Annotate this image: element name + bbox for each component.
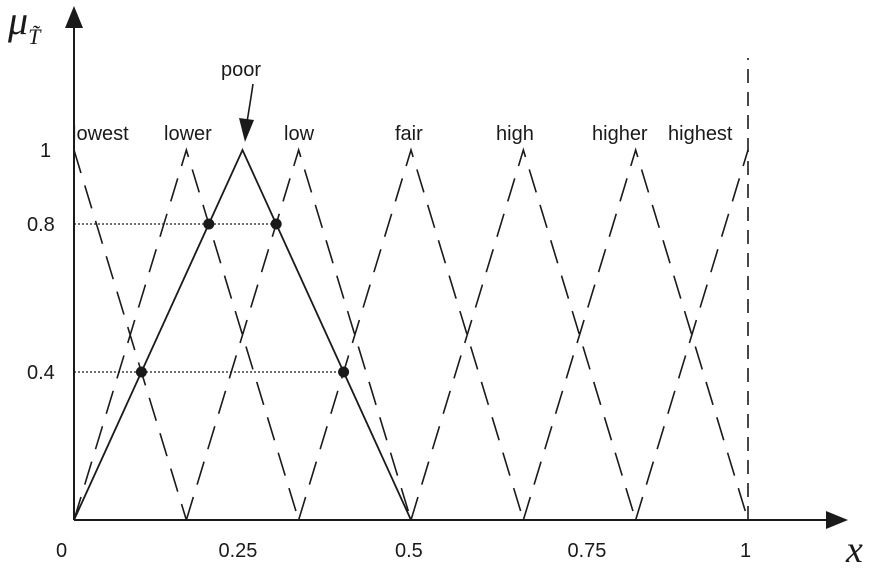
poor-arrow-shaft	[246, 83, 254, 123]
x-tick-label: 0	[56, 540, 67, 562]
term-highest-triangle	[634, 149, 749, 521]
y-axis-label: μT̃	[7, 0, 42, 49]
term-higher-triangle	[522, 147, 749, 521]
alpha-cut-point	[338, 366, 350, 378]
alpha-cut-point	[270, 218, 282, 230]
x-tick-label: 0.25	[219, 540, 258, 562]
term-fair-triangle	[297, 147, 525, 521]
x-tick-label: 0.75	[568, 540, 607, 562]
term-poor-triangle	[73, 147, 412, 521]
term-high-label: high	[496, 123, 534, 145]
x-axis-arrowhead	[826, 511, 848, 529]
term-lower-label: lower	[164, 123, 212, 145]
y-tick-label: 0.4	[27, 362, 55, 384]
alpha-cuts	[74, 218, 350, 378]
term-highest-label: highest	[668, 123, 733, 145]
linguistic-terms	[73, 147, 749, 521]
y-tick-label: 0.8	[27, 214, 55, 236]
x-tick-labels: 0 0.25 0.5 0.75 1	[56, 540, 751, 562]
x-axis-label: x	[845, 529, 863, 571]
y-axis-arrowhead	[65, 6, 83, 28]
term-labels: lowest lower low fair high higher highest	[72, 123, 733, 145]
term-lowest-label: lowest	[72, 123, 129, 145]
y-tick-label: 1	[40, 140, 51, 162]
term-poor-label: poor	[221, 59, 261, 81]
x-tick-label: 0.5	[395, 540, 423, 562]
alpha-cut-point	[135, 366, 147, 378]
x-tick-label: 1	[740, 540, 751, 562]
term-low-triangle	[185, 147, 412, 521]
poor-arrowhead	[239, 118, 254, 142]
term-high-triangle	[410, 147, 637, 521]
y-tick-labels: 1 0.8 0.4	[27, 140, 55, 384]
term-low-label: low	[284, 123, 315, 145]
term-lower-triangle	[73, 147, 300, 521]
term-fair-label: fair	[395, 123, 423, 145]
alpha-cut-point	[203, 218, 215, 230]
term-higher-label: higher	[592, 123, 648, 145]
